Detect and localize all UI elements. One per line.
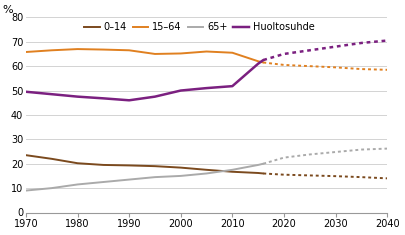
Text: %: % xyxy=(2,5,13,16)
Legend: 0–14, 15–64, 65+, Huoltosuhde: 0–14, 15–64, 65+, Huoltosuhde xyxy=(84,22,314,32)
